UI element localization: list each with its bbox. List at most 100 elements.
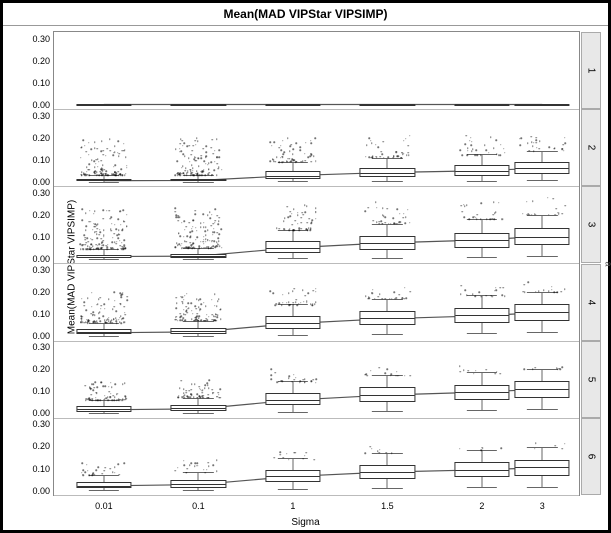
outlier <box>87 241 89 243</box>
outlier <box>114 146 116 148</box>
outlier <box>123 150 125 152</box>
outlier <box>311 381 313 383</box>
outlier <box>203 214 205 216</box>
box <box>76 406 131 411</box>
outlier <box>97 159 99 161</box>
outlier <box>186 468 188 470</box>
outlier <box>182 317 184 319</box>
outlier <box>288 292 290 294</box>
outlier <box>219 149 221 151</box>
outlier <box>187 303 189 305</box>
outlier <box>273 160 275 162</box>
outlier <box>81 472 83 474</box>
whisker-cap <box>89 336 119 337</box>
outlier <box>311 161 313 163</box>
outlier <box>218 240 220 242</box>
outlier <box>185 241 187 243</box>
outlier <box>534 448 536 450</box>
outlier <box>393 155 395 157</box>
whisker-cap <box>183 182 213 183</box>
outlier <box>281 381 283 383</box>
outlier <box>365 210 367 212</box>
outlier <box>179 387 181 389</box>
outlier <box>467 147 469 149</box>
outlier <box>467 154 469 156</box>
outlier <box>529 150 531 152</box>
outlier <box>84 234 86 236</box>
outlier <box>102 244 104 246</box>
outlier <box>179 317 181 319</box>
outlier <box>175 247 177 249</box>
outlier <box>304 205 306 207</box>
outlier <box>84 175 86 177</box>
outlier <box>213 320 215 322</box>
outlier <box>371 292 373 294</box>
outlier <box>205 226 207 228</box>
outlier <box>108 319 110 321</box>
outlier <box>481 296 483 298</box>
outlier <box>115 229 117 231</box>
outlier <box>193 219 195 221</box>
outlier <box>295 299 297 301</box>
y-tick: 0.20 <box>18 133 50 143</box>
outlier <box>299 228 301 230</box>
outlier <box>123 143 125 145</box>
outlier <box>205 385 207 387</box>
outlier <box>96 322 98 324</box>
outlier <box>309 218 311 220</box>
outlier <box>495 287 497 289</box>
outlier <box>551 286 553 288</box>
outlier <box>199 310 201 312</box>
median <box>266 476 319 477</box>
outlier <box>195 308 197 310</box>
outlier <box>313 459 315 461</box>
outlier <box>494 213 496 215</box>
y-tick: 0.10 <box>18 386 50 396</box>
outlier <box>85 213 87 215</box>
outlier <box>175 211 177 213</box>
outlier <box>93 213 95 215</box>
outlier <box>177 220 179 222</box>
outlier <box>216 215 218 217</box>
outlier <box>485 295 487 297</box>
outlier <box>488 152 490 154</box>
outlier <box>89 474 91 476</box>
outlier <box>126 296 128 298</box>
outlier <box>375 202 377 204</box>
outlier <box>183 309 185 311</box>
outlier <box>493 218 495 220</box>
whisker-cap <box>467 372 497 373</box>
outlier <box>293 209 295 211</box>
outlier <box>116 243 118 245</box>
y-tick: 0.00 <box>18 486 50 496</box>
x-tick: 2 <box>479 501 484 511</box>
x-tick: 3 <box>540 501 545 511</box>
outlier <box>208 465 210 467</box>
outlier <box>181 247 183 249</box>
outlier <box>523 368 525 370</box>
outlier <box>97 245 99 247</box>
outlier <box>118 319 120 321</box>
median <box>516 105 569 106</box>
outlier <box>213 465 215 467</box>
outlier <box>124 463 126 465</box>
outlier <box>202 397 204 399</box>
whisker-cap <box>183 336 213 337</box>
outlier <box>466 295 468 297</box>
outlier <box>97 224 99 226</box>
outlier <box>519 145 521 147</box>
box <box>171 328 226 334</box>
outlier <box>89 163 91 165</box>
outlier <box>191 394 193 396</box>
outlier <box>124 312 126 314</box>
median <box>172 105 225 106</box>
outlier <box>184 156 186 158</box>
outlier <box>405 222 407 224</box>
whisker-cap <box>372 453 402 454</box>
outlier <box>471 145 473 147</box>
outlier <box>304 379 306 381</box>
outlier <box>85 248 87 250</box>
outlier <box>304 455 306 457</box>
outlier <box>196 236 198 238</box>
whisker-cap <box>372 334 402 335</box>
